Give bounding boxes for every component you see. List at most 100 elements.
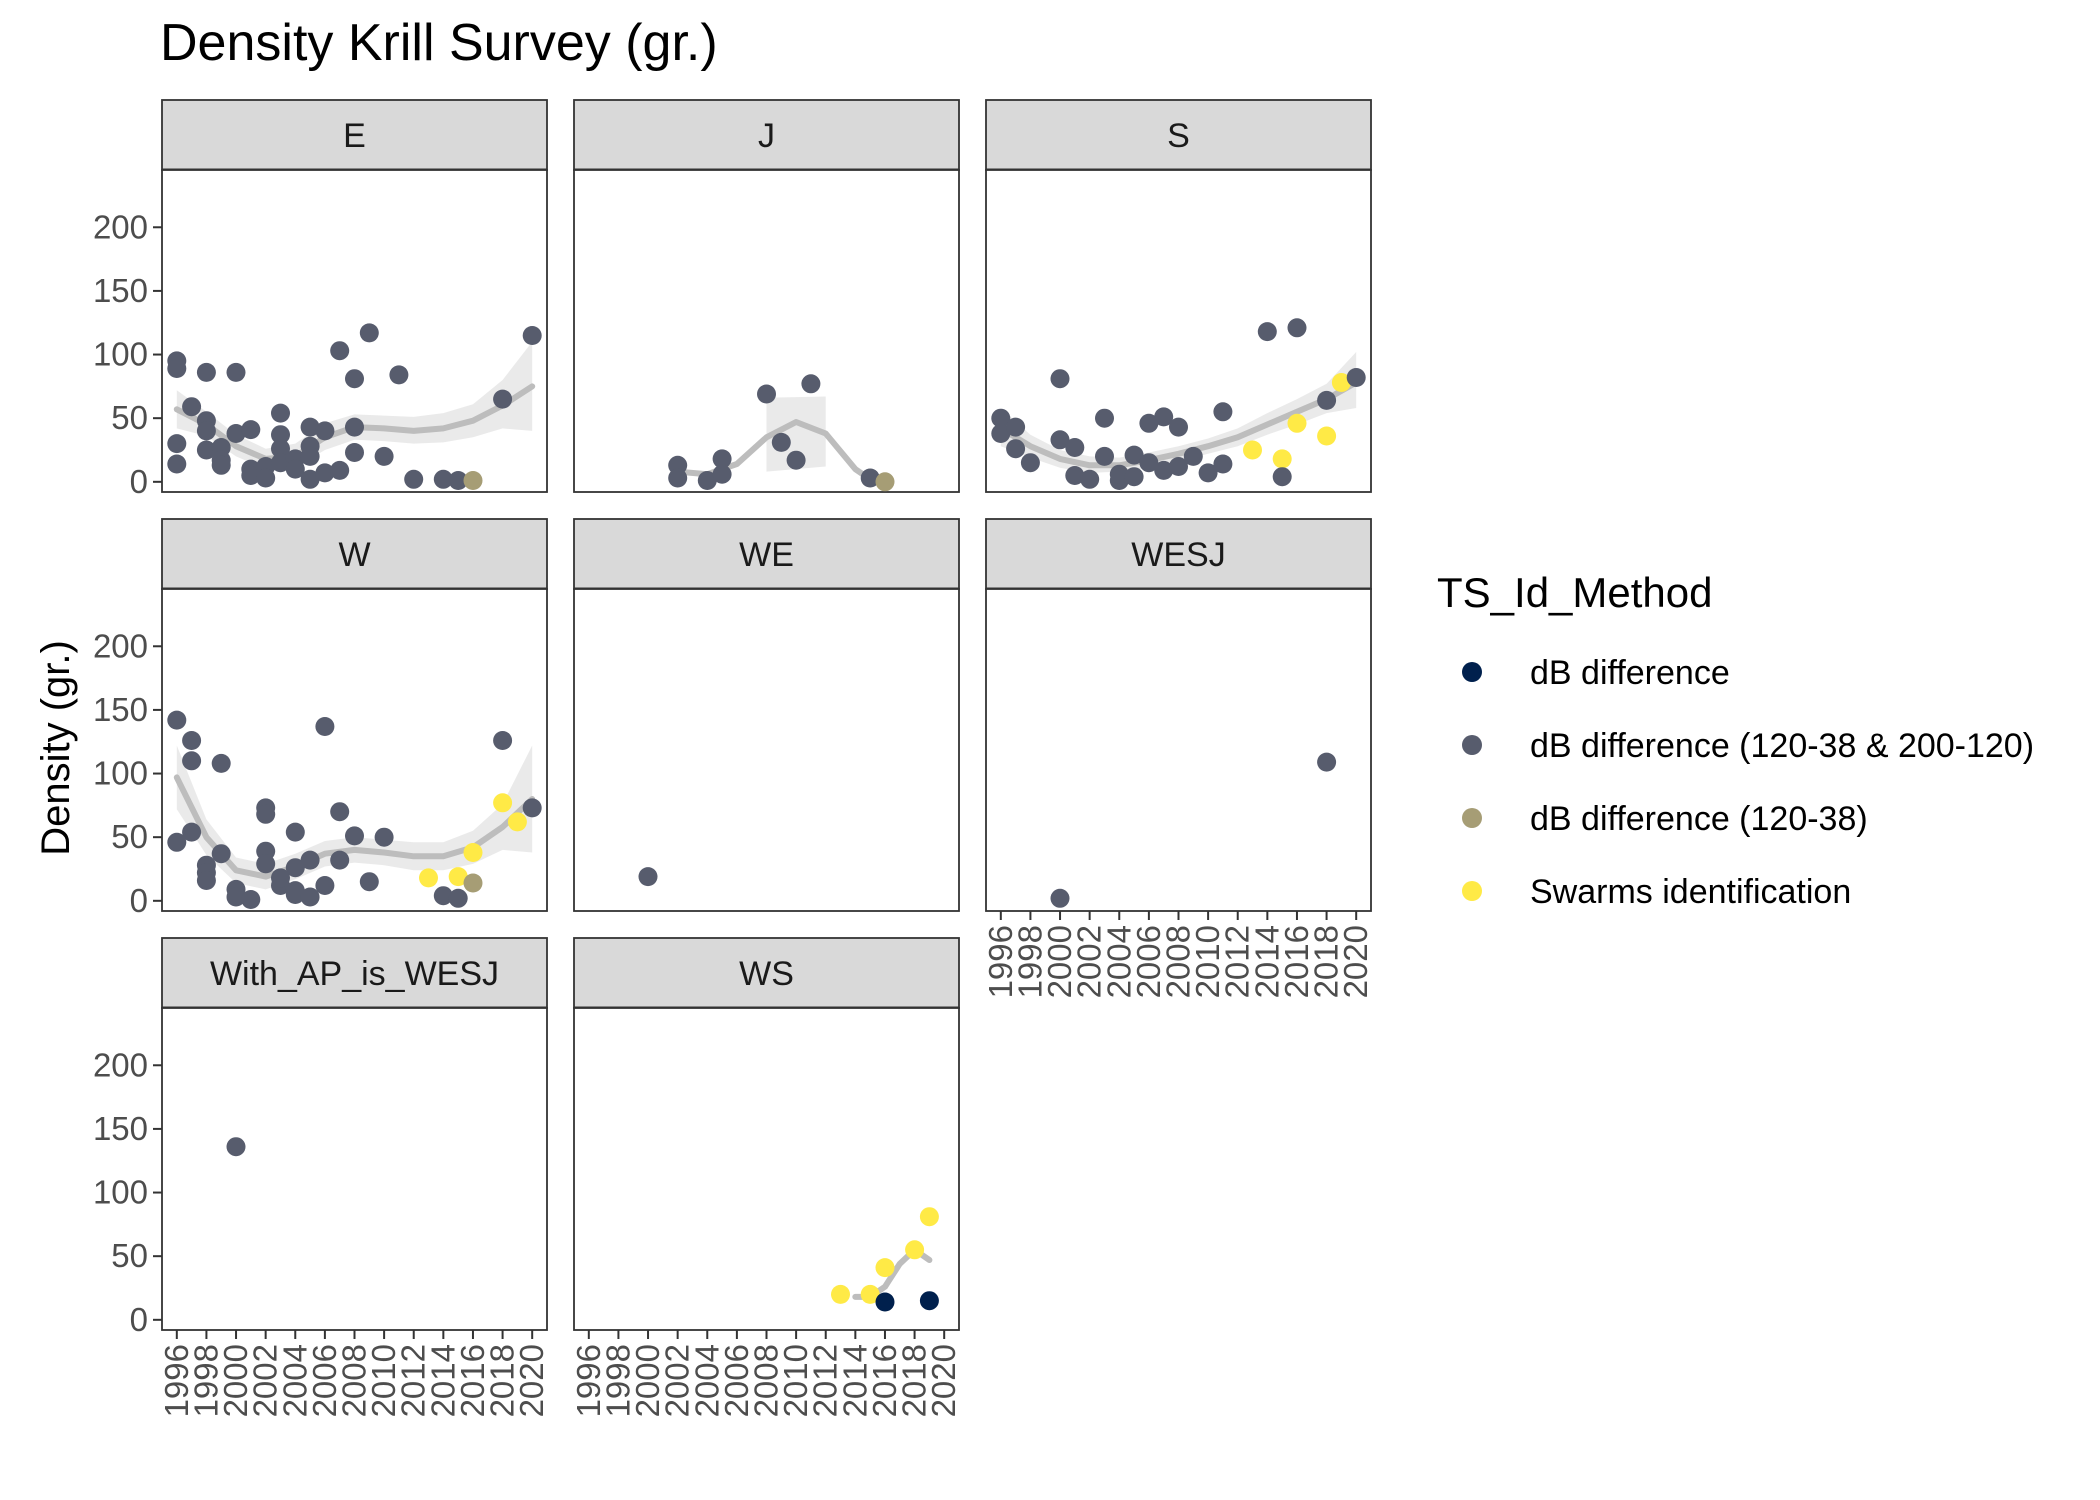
data-point xyxy=(211,455,231,475)
data-point xyxy=(226,362,246,382)
panel-W: W 0 50 100 150 200 xyxy=(93,518,548,919)
data-point xyxy=(1287,318,1307,338)
strip-label: E xyxy=(343,117,366,155)
data-point xyxy=(1287,413,1307,433)
data-point xyxy=(182,731,202,750)
data-point xyxy=(285,822,305,842)
data-point xyxy=(256,468,276,488)
y-tick-label: 100 xyxy=(93,755,148,792)
x-tick-label: 2016 xyxy=(866,1344,903,1417)
x-tick-label: 2014 xyxy=(1248,925,1285,998)
data-point xyxy=(1095,408,1114,428)
x-tick-label: 1998 xyxy=(187,1344,224,1417)
y-tick-label: 100 xyxy=(93,1174,148,1211)
y-tick-label: 200 xyxy=(93,627,148,664)
data-point xyxy=(196,440,216,460)
x-tick-label: 2020 xyxy=(513,1344,550,1417)
y-tick-label: 0 xyxy=(130,463,148,500)
data-point xyxy=(330,850,350,870)
x-tick-label: 2012 xyxy=(807,1344,844,1417)
data-point xyxy=(271,425,290,445)
data-point xyxy=(285,885,305,904)
legend-title: TS_Id_Method xyxy=(1437,569,1713,616)
strip-background xyxy=(985,518,1372,590)
strip-label: W xyxy=(338,536,370,574)
panel-J: J xyxy=(573,99,960,493)
data-point xyxy=(875,1258,895,1278)
x-tick-label: 1996 xyxy=(570,1344,607,1417)
y-tick-label: 50 xyxy=(111,818,148,855)
strip-label: WS xyxy=(739,955,794,993)
x-tick-label: 2018 xyxy=(484,1344,521,1417)
data-point xyxy=(1006,439,1026,459)
data-point xyxy=(1109,464,1129,484)
data-point xyxy=(1198,463,1218,483)
data-point xyxy=(771,432,791,452)
data-point xyxy=(1272,467,1292,487)
legend-label: dB difference (120-38 & 200-120) xyxy=(1530,727,2034,765)
smooth-trend-line xyxy=(997,379,1360,469)
data-point xyxy=(522,326,542,345)
data-point xyxy=(1213,454,1233,474)
data-point xyxy=(196,871,216,890)
legend-label: dB difference (120-38) xyxy=(1530,800,1868,838)
data-point xyxy=(226,887,246,907)
data-point xyxy=(919,1207,939,1227)
data-point xyxy=(182,397,202,417)
x-tick-label: 2012 xyxy=(395,1344,432,1417)
data-point xyxy=(1346,368,1366,387)
y-tick-label: 150 xyxy=(93,691,148,728)
data-point xyxy=(182,822,202,842)
x-tick-label: 1998 xyxy=(599,1344,636,1417)
data-point xyxy=(285,858,305,878)
data-point xyxy=(786,450,806,470)
x-tick-label: 2020 xyxy=(925,1344,962,1417)
data-point xyxy=(374,827,394,847)
legend-item: dB difference xyxy=(1462,654,1730,692)
data-point xyxy=(448,888,468,908)
data-point xyxy=(1124,445,1144,465)
data-point xyxy=(256,854,276,874)
data-point xyxy=(757,384,776,404)
x-tick-label: 2004 xyxy=(276,1344,313,1417)
data-point xyxy=(389,365,409,385)
x-tick-label: 2010 xyxy=(1189,925,1226,998)
data-point xyxy=(374,446,394,466)
data-point xyxy=(991,424,1011,443)
y-tick-label: 200 xyxy=(93,208,148,245)
x-tick-label: 1996 xyxy=(982,925,1019,998)
y-tick-label: 150 xyxy=(93,1110,148,1147)
legend-swatch xyxy=(1462,881,1482,901)
panel-background xyxy=(985,588,1372,912)
panel-background xyxy=(573,1007,960,1331)
data-point xyxy=(315,717,335,736)
data-point xyxy=(1139,413,1159,433)
x-tick-label: 2002 xyxy=(247,1344,284,1417)
data-point xyxy=(1243,440,1262,460)
y-tick-label: 0 xyxy=(130,1301,148,1338)
data-point xyxy=(404,469,424,489)
data-point xyxy=(271,868,290,888)
data-point xyxy=(905,1240,925,1260)
x-tick-label: 2002 xyxy=(1071,925,1108,998)
data-point xyxy=(875,472,895,492)
data-point xyxy=(875,1292,895,1312)
data-point xyxy=(448,867,468,887)
data-point xyxy=(300,446,320,466)
data-point xyxy=(1006,417,1026,437)
data-point xyxy=(167,710,187,730)
data-point xyxy=(211,753,231,773)
data-point xyxy=(300,850,320,870)
x-tick-label: 1998 xyxy=(1011,925,1048,998)
x-tick-label: 2016 xyxy=(1278,925,1315,998)
data-point xyxy=(271,439,290,459)
data-point xyxy=(493,731,513,750)
data-point xyxy=(1020,453,1040,473)
y-axis-label: Density (gr.) xyxy=(34,640,78,856)
x-tick-label: 1996 xyxy=(158,1344,195,1417)
data-point xyxy=(330,460,350,480)
strip-background xyxy=(161,99,548,171)
panel-With_AP_is_WESJ: With_AP_is_WESJ0501001502001996199820002… xyxy=(93,937,550,1417)
panel-WESJ: WESJ 199619982000200220042006200820102012… xyxy=(982,518,1374,998)
strip-label: With_AP_is_WESJ xyxy=(210,955,499,993)
